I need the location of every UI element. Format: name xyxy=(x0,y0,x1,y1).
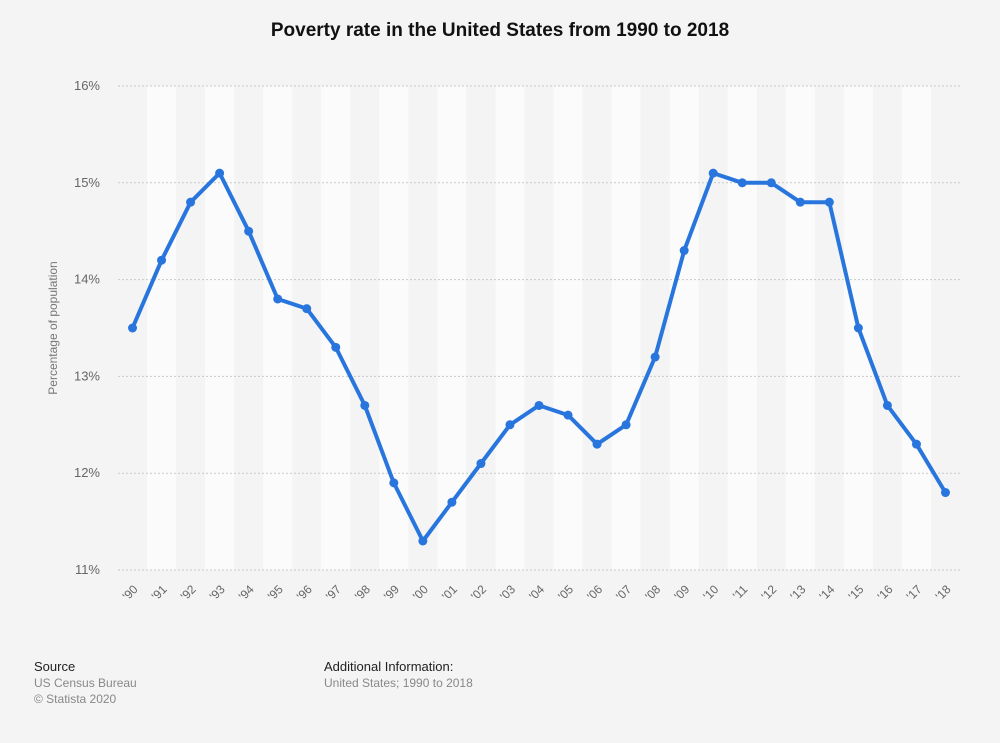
x-tick-label: '16 xyxy=(875,582,896,603)
data-point xyxy=(186,197,196,207)
x-tick-label: '13 xyxy=(787,582,808,603)
column-band xyxy=(785,86,815,570)
column-band xyxy=(437,86,467,570)
x-tick-label: '01 xyxy=(439,582,460,603)
data-point xyxy=(447,497,457,507)
data-point xyxy=(679,246,689,256)
y-tick-label: 14% xyxy=(74,272,100,287)
x-tick-label: '95 xyxy=(265,582,286,603)
x-tick-label: '97 xyxy=(323,582,344,603)
x-tick-label: '10 xyxy=(700,582,721,603)
plot-background xyxy=(118,86,960,570)
data-point xyxy=(563,410,573,420)
column-band xyxy=(379,86,409,570)
data-point xyxy=(795,197,805,207)
y-axis-label: Percentage of population xyxy=(46,261,60,395)
x-tick-label: '18 xyxy=(933,582,954,603)
x-tick-label: '02 xyxy=(468,582,489,603)
data-point xyxy=(302,304,312,314)
x-tick-label: '15 xyxy=(846,582,867,603)
source-heading: Source xyxy=(34,659,76,674)
additional-info-line: United States; 1990 to 2018 xyxy=(324,676,473,690)
y-tick-label: 12% xyxy=(74,465,100,480)
x-tick-label: '09 xyxy=(671,582,692,603)
data-point xyxy=(505,420,515,430)
data-point xyxy=(476,459,486,469)
source-block: Source US Census Bureau © Statista 2020 xyxy=(34,659,137,707)
data-point xyxy=(882,400,892,410)
chart-title: Poverty rate in the United States from 1… xyxy=(270,20,730,41)
x-tick-label: '94 xyxy=(236,582,257,603)
data-point xyxy=(331,342,341,352)
y-tick-label: 16% xyxy=(74,78,100,93)
y-tick-label: 11% xyxy=(75,562,100,577)
data-point xyxy=(128,323,138,333)
x-tick-label: '96 xyxy=(294,582,315,603)
x-tick-label: '06 xyxy=(584,582,605,603)
data-point xyxy=(360,400,370,410)
x-tick-label: '93 xyxy=(207,582,228,603)
data-point xyxy=(824,197,834,207)
data-point xyxy=(418,536,428,546)
x-tick-label: '91 xyxy=(149,582,170,603)
x-tick-label: '05 xyxy=(555,582,576,603)
column-band xyxy=(205,86,235,570)
x-tick-label: '04 xyxy=(526,582,547,603)
y-tick-label: 13% xyxy=(74,368,100,383)
x-tick-label: '08 xyxy=(642,582,663,603)
source-line: US Census Bureau xyxy=(34,676,137,690)
data-point xyxy=(157,255,167,265)
x-tick-label: '12 xyxy=(758,582,779,603)
additional-info-block: Additional Information: United States; 1… xyxy=(324,659,473,691)
column-band xyxy=(147,86,177,570)
copyright-line: © Statista 2020 xyxy=(34,692,117,706)
x-tick-label: '92 xyxy=(178,582,199,603)
data-point xyxy=(273,294,283,304)
y-tick-label: 15% xyxy=(74,175,100,190)
data-point xyxy=(215,168,225,178)
x-tick-label: '00 xyxy=(410,582,431,603)
x-tick-label: '17 xyxy=(904,582,925,603)
data-point xyxy=(737,178,747,188)
column-band xyxy=(727,86,757,570)
data-point xyxy=(621,420,631,430)
column-band xyxy=(495,86,525,570)
data-point xyxy=(592,439,602,449)
data-point xyxy=(940,488,950,498)
x-tick-label: '99 xyxy=(381,582,402,603)
data-point xyxy=(534,400,544,410)
column-band xyxy=(611,86,641,570)
data-point xyxy=(389,478,399,488)
additional-info-heading: Additional Information: xyxy=(324,659,454,674)
column-band xyxy=(901,86,931,570)
x-tick-label: '14 xyxy=(817,582,838,603)
data-point xyxy=(766,178,776,188)
x-tick-label: '90 xyxy=(120,582,141,603)
x-tick-label: '03 xyxy=(497,582,518,603)
column-band xyxy=(553,86,583,570)
data-point xyxy=(650,352,660,362)
data-point xyxy=(708,168,718,178)
data-point xyxy=(911,439,921,449)
x-tick-label: '98 xyxy=(352,582,373,603)
column-band xyxy=(263,86,293,570)
column-band xyxy=(321,86,351,570)
data-point xyxy=(244,226,254,236)
column-band xyxy=(669,86,699,570)
data-point xyxy=(853,323,863,333)
x-tick-label: '11 xyxy=(730,582,751,603)
x-tick-label: '07 xyxy=(613,582,634,603)
